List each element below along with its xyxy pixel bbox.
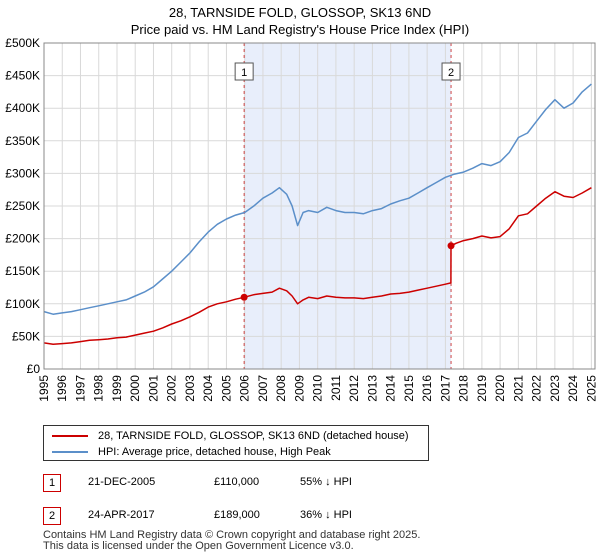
x-tick-label: 2017 [438,375,452,402]
legend: 28, TARNSIDE FOLD, GLOSSOP, SK13 6ND (de… [43,425,429,461]
x-tick-label: 2003 [183,375,197,402]
sale-point [240,293,248,301]
sale-date: 21-DEC-2005 [88,476,156,488]
x-tick-label: 2022 [530,375,544,402]
x-tick-label: 2024 [566,375,580,402]
x-tick-label: 2016 [420,375,434,402]
series-line-hpi [43,83,592,315]
sale-price: £189,000 [214,509,260,521]
legend-item-property: 28, TARNSIDE FOLD, GLOSSOP, SK13 6ND (de… [52,428,409,444]
footer-line-2: This data is licensed under the Open Gov… [43,540,354,552]
x-tick-label: 2013 [365,375,379,402]
x-tick-label: 2009 [292,375,306,402]
x-tick-label: 2020 [493,375,507,402]
x-tick-label: 2015 [402,375,416,402]
y-tick-label: £0 [27,362,41,376]
x-tick-label: 2014 [384,375,398,402]
y-tick-label: £500K [5,36,40,50]
sale-hpi-diff: 36% ↓ HPI [300,509,352,521]
legend-swatch-hpi [52,451,88,453]
x-tick-label: 2025 [584,375,598,402]
sale-label: 2 [448,67,454,79]
x-tick-label: 2019 [475,375,489,402]
y-tick-label: £450K [5,69,40,83]
sale-label-box [234,62,254,81]
sale-price: £110,000 [214,476,260,488]
x-tick-label: 1996 [55,375,69,402]
plot-border [43,42,596,370]
sale-point [447,242,455,250]
x-tick-label: 2006 [238,375,252,402]
x-tick-label: 1995 [37,375,51,402]
sale-label-box [441,62,461,81]
chart-title: 28, TARNSIDE FOLD, GLOSSOP, SK13 6ND Pri… [0,4,600,38]
title-subtitle: Price paid vs. HM Land Registry's House … [130,22,470,37]
sale-date: 24-APR-2017 [88,509,155,521]
y-tick-label: £300K [5,166,40,180]
y-tick-label: £250K [5,199,40,213]
x-tick-label: 2005 [219,375,233,402]
sale-row: 2 24-APR-2017 £189,000 36% ↓ HPI [43,507,403,527]
sale-badge: 2 [43,507,61,525]
x-tick-label: 2000 [128,375,142,402]
x-tick-label: 2002 [165,375,179,402]
x-tick-label: 2004 [201,375,215,402]
x-tick-label: 2023 [548,375,562,402]
legend-swatch-property [52,435,88,437]
footer-attribution: Contains HM Land Registry data © Crown c… [43,530,420,552]
x-tick-label: 2007 [256,375,270,402]
footer-line-1: Contains HM Land Registry data © Crown c… [43,529,421,541]
x-tick-label: 2011 [329,375,343,401]
x-tick-label: 2012 [347,375,361,402]
x-tick-label: 1997 [73,375,87,402]
title-address: 28, TARNSIDE FOLD, GLOSSOP, SK13 6ND [168,5,432,20]
x-tick-label: 1998 [92,375,106,402]
x-tick-label: 1999 [110,375,124,402]
y-tick-label: £100K [5,297,40,311]
sale-row: 1 21-DEC-2005 £110,000 55% ↓ HPI [43,474,403,494]
sale-hpi-diff: 55% ↓ HPI [300,476,352,488]
y-tick-label: £400K [5,101,40,115]
x-tick-label: 2008 [274,375,288,402]
x-tick-label: 2010 [311,375,325,402]
x-tick-label: 2018 [457,375,471,402]
x-tick-label: 2021 [511,375,525,402]
sale-label: 1 [241,67,247,79]
sale-badge: 1 [43,474,61,492]
y-tick-label: £50K [12,329,40,343]
x-tick-label: 2001 [146,375,160,402]
y-tick-label: £150K [5,264,40,278]
series-line-property [43,187,592,345]
legend-item-hpi: HPI: Average price, detached house, High… [52,444,331,460]
y-tick-label: £200K [5,232,40,246]
legend-label-property: 28, TARNSIDE FOLD, GLOSSOP, SK13 6ND (de… [98,430,409,442]
y-tick-label: £350K [5,134,40,148]
price-chart: £0 £50K £100K £150K £200K £250K £300K £350K £400… [5,36,598,402]
legend-label-hpi: HPI: Average price, detached house, High… [98,446,331,458]
